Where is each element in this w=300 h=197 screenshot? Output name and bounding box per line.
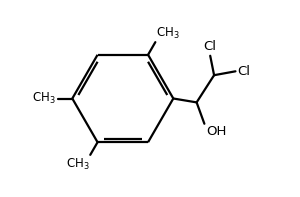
Text: Cl: Cl — [204, 40, 217, 53]
Text: CH$_3$: CH$_3$ — [32, 91, 56, 106]
Text: CH$_3$: CH$_3$ — [156, 25, 180, 41]
Text: CH$_3$: CH$_3$ — [66, 156, 89, 172]
Text: OH: OH — [206, 125, 227, 138]
Text: Cl: Cl — [237, 65, 250, 78]
